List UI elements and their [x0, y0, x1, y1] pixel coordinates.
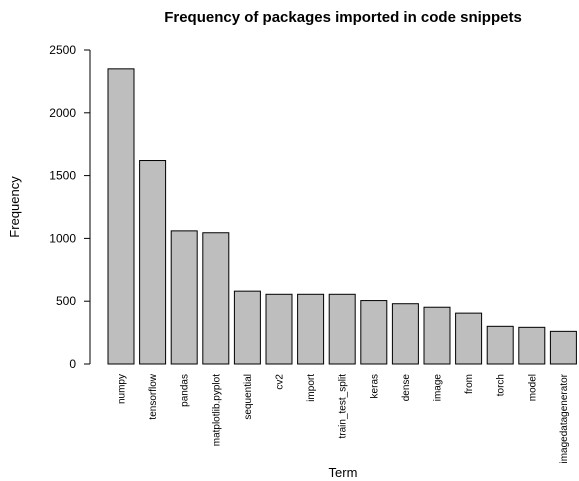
x-tick-label: numpy — [117, 374, 128, 404]
x-tick-label: dense — [401, 374, 412, 402]
x-axis-label: Term — [329, 465, 358, 480]
bar-dense — [391, 303, 419, 365]
x-tick-label: imagedatagenerator — [559, 373, 570, 463]
bar-pandas — [170, 230, 198, 365]
bar-model — [518, 326, 546, 365]
y-axis: 0 500 1000 1500 2000 2500 — [49, 43, 91, 371]
bar-image — [423, 306, 451, 365]
x-tick-label: cv2 — [275, 374, 286, 390]
bar-numpy — [107, 68, 135, 365]
bars-group — [107, 68, 577, 365]
x-tick-label: matplotlib.pyplot — [211, 374, 222, 446]
y-tick-label: 500 — [56, 294, 76, 308]
x-tick-label: import — [306, 374, 317, 402]
x-tick-labels: numpy tensorflow pandas matplotlib.pyplot se… — [117, 373, 570, 463]
bar-tensorflow — [139, 160, 167, 365]
bar-from — [455, 312, 483, 365]
y-tick-label: 2000 — [49, 106, 76, 120]
bar-imagedatagenerator — [549, 330, 577, 365]
x-tick-label: image — [433, 374, 444, 402]
chart-title: Frequency of packages imported in code s… — [164, 9, 522, 26]
x-tick-label: torch — [496, 374, 507, 396]
bar-torch — [486, 325, 514, 365]
y-tick-label: 1000 — [49, 231, 76, 245]
bar-keras — [360, 300, 388, 365]
x-tick-label: from — [464, 374, 475, 394]
x-tick-label: tensorflow — [148, 373, 159, 419]
x-tick-label: sequential — [243, 374, 254, 420]
x-tick-label: keras — [369, 374, 380, 398]
y-tick-label: 2500 — [49, 43, 76, 57]
bar-import — [297, 293, 325, 365]
bar-matplotlib-pyplot — [202, 232, 230, 365]
bar-train-test-split — [328, 293, 356, 365]
x-tick-label: model — [527, 374, 538, 401]
x-tick-label: pandas — [180, 374, 191, 407]
y-axis-label: Frequency — [7, 176, 22, 238]
bar-cv2 — [265, 293, 293, 365]
y-tick-label: 1500 — [49, 169, 76, 183]
x-tick-label: train_test_split — [338, 374, 349, 439]
y-tick-label: 0 — [69, 357, 76, 371]
bar-sequential — [233, 290, 261, 365]
